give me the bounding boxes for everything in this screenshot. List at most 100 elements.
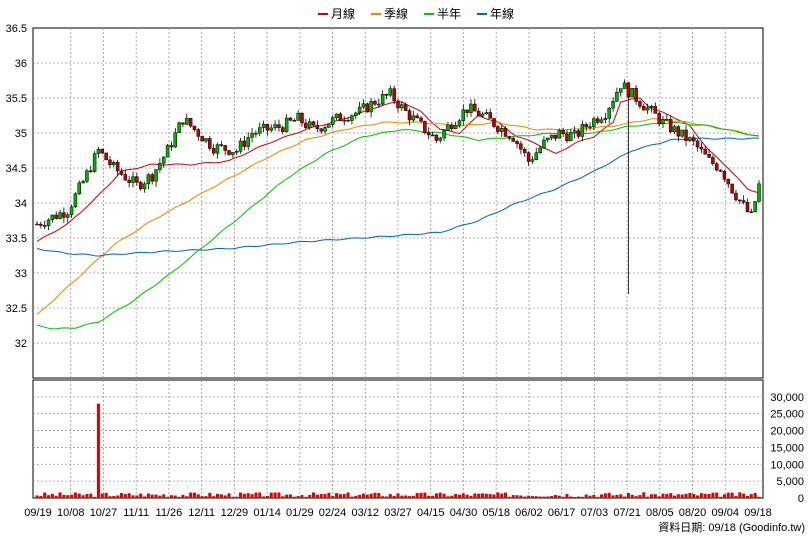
volume-bar-65: [285, 494, 289, 498]
candle-body-48: [219, 144, 224, 146]
x-tick-label-1: 10/08: [57, 507, 85, 519]
volume-bar-60: [265, 495, 269, 498]
volume-bar-148: [603, 493, 607, 498]
candle-body-171: [691, 137, 696, 142]
volume-bar-108: [450, 495, 454, 498]
candle-body-164: [665, 118, 669, 121]
candle-body-154: [626, 82, 631, 98]
volume-bar-4: [50, 493, 54, 498]
volume-bar-174: [703, 493, 707, 498]
x-tick-label-20: 08/20: [679, 507, 707, 519]
ma-line-3: [36, 137, 760, 257]
candle-body-130: [534, 152, 539, 160]
candle-body-31: [154, 169, 158, 182]
volume-bar-27: [139, 493, 143, 498]
candle-body-3: [46, 219, 51, 227]
volume-bar-118: [488, 494, 492, 498]
candle-body-175: [707, 154, 711, 158]
volume-bar-144: [588, 495, 592, 498]
candle-body-63: [277, 124, 281, 128]
volume-bar-2: [43, 492, 47, 498]
x-tick-label-22: 09/18: [744, 507, 772, 519]
candle-body-134: [549, 134, 554, 139]
candle-body-11: [77, 182, 81, 195]
price-tick-label-7: 33: [15, 268, 27, 280]
candle-body-72: [311, 121, 316, 126]
x-tick-label-16: 06/17: [548, 507, 576, 519]
candle-body-115: [476, 110, 481, 117]
candle-body-76: [327, 124, 331, 128]
candle-body-149: [607, 107, 611, 119]
volume-bar-33: [162, 494, 166, 498]
volume-bar-135: [553, 494, 557, 498]
volume-bar-114: [473, 493, 477, 498]
volume-bar-89: [377, 493, 381, 498]
candle-body-157: [638, 101, 642, 107]
volume-bar-167: [676, 494, 680, 498]
x-tick-label-14: 05/18: [482, 507, 510, 519]
candle-body-4: [50, 214, 55, 221]
legend-label-0: 月線: [331, 6, 355, 21]
volume-bar-21: [116, 495, 120, 498]
volume-bar-109: [454, 493, 458, 498]
candle-body-168: [680, 129, 684, 137]
volume-axis: 30,000 25,000 20,000 15,000 10,000 5,000 0: [770, 392, 804, 505]
volume-bar-182: [734, 496, 738, 498]
volume-bar-143: [584, 494, 588, 498]
price-tick-label-6: 33.5: [6, 233, 27, 245]
volume-bar-35: [169, 495, 173, 498]
candle-body-55: [246, 137, 250, 147]
candle-body-74: [319, 128, 323, 132]
volume-bar-51: [231, 496, 235, 498]
volume-bar-79: [338, 494, 342, 498]
volume-bar-83: [354, 495, 358, 498]
candle-body-159: [645, 107, 650, 111]
volume-bar-111: [461, 493, 465, 498]
volume-bar-99: [415, 492, 419, 498]
x-tick-label-13: 04/30: [450, 507, 478, 519]
candle-body-114: [473, 103, 477, 112]
candle-body-39: [185, 118, 189, 125]
volume-bar-172: [696, 495, 700, 498]
candle-body-167: [676, 126, 681, 137]
candle-body-169: [684, 129, 688, 141]
candle-body-125: [515, 141, 519, 144]
candle-body-93: [392, 88, 396, 102]
volume-bar-129: [530, 496, 534, 498]
volume-bar-138: [565, 494, 569, 498]
data-date-footer: 資料日期: 09/18 (Goodinfo.tw): [658, 520, 805, 534]
candle-body-174: [703, 148, 707, 155]
volume-bar-38: [181, 494, 185, 498]
candle-body-142: [580, 124, 585, 137]
candle-body-42: [196, 129, 201, 137]
candle-body-148: [603, 118, 608, 121]
candle-body-60: [265, 123, 270, 131]
candle-body-67: [292, 120, 297, 122]
candle-body-49: [223, 145, 227, 151]
candle-body-147: [599, 119, 604, 123]
volume-bar-1: [39, 495, 43, 498]
candle-body-80: [342, 119, 346, 122]
volume-bar-64: [281, 496, 285, 498]
candle-body-46: [211, 148, 216, 154]
volume-bar-29: [146, 493, 150, 498]
volume-bar-96: [404, 495, 408, 498]
volume-bar-47: [216, 493, 219, 498]
candle-body-1: [39, 223, 43, 226]
candle-body-127: [522, 149, 527, 153]
candle-body-59: [261, 123, 266, 128]
volume-bar-105: [438, 492, 442, 498]
volume-bar-53: [239, 492, 243, 498]
candle-body-179: [722, 170, 727, 180]
candle-body-166: [672, 126, 677, 133]
volume-bar-101: [423, 492, 427, 498]
volume-bar-44: [204, 496, 208, 498]
candle-body-131: [538, 147, 542, 153]
candle-body-146: [595, 118, 600, 123]
volume-bar-36: [173, 495, 177, 498]
candle-body-163: [661, 118, 665, 124]
volume-bar-131: [538, 496, 542, 498]
candle-body-124: [511, 138, 515, 142]
volume-bar-178: [719, 496, 723, 498]
volume-bar-127: [523, 496, 527, 498]
